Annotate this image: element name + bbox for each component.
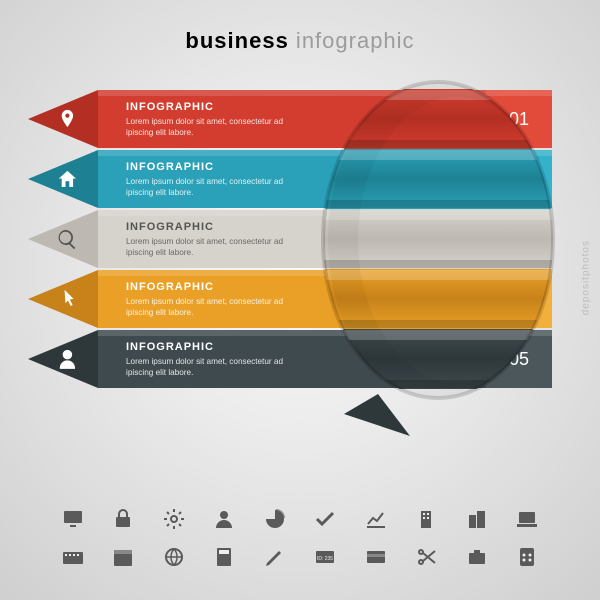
icon-row	[60, 506, 540, 532]
svg-text:Lorem ipsum dolor sit amet, co: Lorem ipsum dolor sit amet, consectetur …	[126, 117, 283, 126]
gear-icon	[161, 506, 187, 532]
monitor-icon	[60, 506, 86, 532]
svg-text:ipiscing elit labore.: ipiscing elit labore.	[126, 248, 193, 257]
buildings-icon	[464, 506, 490, 532]
calc2-icon	[514, 544, 540, 570]
scissors-icon	[413, 544, 439, 570]
pie-icon	[262, 506, 288, 532]
svg-text:INFOGRAPHIC: INFOGRAPHIC	[126, 101, 214, 113]
svg-text:Lorem ipsum dolor sit amet, co: Lorem ipsum dolor sit amet, consectetur …	[126, 357, 283, 366]
svg-text:ipiscing elit labore.: ipiscing elit labore.	[126, 368, 193, 377]
icon-row: ID: 235	[60, 544, 540, 570]
svg-text:INFOGRAPHIC: INFOGRAPHIC	[126, 281, 214, 293]
svg-text:INFOGRAPHIC: INFOGRAPHIC	[126, 221, 214, 233]
idcard-icon: ID: 235	[312, 544, 338, 570]
briefcase-icon	[464, 544, 490, 570]
creditcard-icon	[363, 544, 389, 570]
watermark: depositphotos	[580, 240, 591, 315]
svg-text:Lorem ipsum dolor sit amet, co: Lorem ipsum dolor sit amet, consectetur …	[126, 237, 283, 246]
chart-icon	[363, 506, 389, 532]
svg-text:ipiscing elit labore.: ipiscing elit labore.	[126, 188, 193, 197]
person-icon	[211, 506, 237, 532]
svg-text:Lorem ipsum dolor sit amet, co: Lorem ipsum dolor sit amet, consectetur …	[126, 177, 283, 186]
lock-icon	[110, 506, 136, 532]
svg-text:INFOGRAPHIC: INFOGRAPHIC	[126, 341, 214, 353]
check-icon	[312, 506, 338, 532]
calc-icon	[211, 544, 237, 570]
svg-text:INFOGRAPHIC: INFOGRAPHIC	[126, 161, 214, 173]
pencil-icon	[262, 544, 288, 570]
svg-text:ID: 235: ID: 235	[317, 556, 333, 562]
icon-grid: ID: 235	[60, 506, 540, 570]
svg-text:ipiscing elit labore.: ipiscing elit labore.	[126, 128, 193, 137]
keyboard-icon	[60, 544, 86, 570]
building-icon	[413, 506, 439, 532]
laptop-icon	[514, 506, 540, 532]
svg-text:ipiscing elit labore.: ipiscing elit labore.	[126, 308, 193, 317]
globe-icon	[161, 544, 187, 570]
calendar-icon	[110, 544, 136, 570]
svg-text:Lorem ipsum dolor sit amet, co: Lorem ipsum dolor sit amet, consectetur …	[126, 297, 283, 306]
